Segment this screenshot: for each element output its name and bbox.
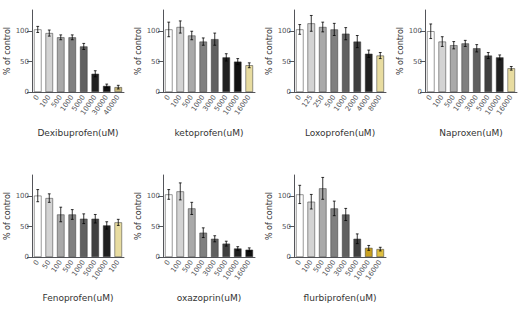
svg-text:3000: 3000 (463, 93, 480, 113)
svg-text:1000: 1000 (70, 258, 87, 278)
svg-text:1000: 1000 (58, 93, 76, 113)
svg-text:5000: 5000 (70, 93, 87, 113)
svg-text:5000: 5000 (474, 93, 492, 113)
svg-text:% of control: % of control (265, 27, 274, 75)
svg-text:0: 0 (163, 94, 172, 102)
svg-text:50: 50 (282, 223, 291, 231)
svg-text:500: 500 (311, 258, 326, 275)
svg-text:100: 100 (16, 192, 29, 200)
svg-text:50: 50 (413, 58, 422, 66)
svg-text:0: 0 (287, 88, 291, 96)
svg-text:0: 0 (287, 253, 291, 261)
svg-text:500: 500 (61, 258, 76, 275)
svg-text:% of control: % of control (134, 192, 143, 240)
svg-text:16000: 16000 (233, 94, 252, 117)
svg-text:500: 500 (49, 93, 64, 110)
svg-text:0: 0 (294, 94, 303, 102)
svg-text:50: 50 (151, 223, 160, 231)
svg-text:40000: 40000 (102, 94, 121, 117)
svg-text:100: 100 (50, 259, 64, 275)
svg-text:Fenoprofen(uM): Fenoprofen(uM) (42, 293, 113, 303)
svg-text:250: 250 (312, 94, 326, 110)
svg-text:10000: 10000 (221, 93, 241, 117)
svg-text:100: 100 (300, 259, 314, 275)
svg-text:0: 0 (25, 88, 29, 96)
svg-text:100: 100 (409, 27, 422, 35)
svg-text:100: 100 (278, 192, 291, 200)
svg-text:0: 0 (425, 94, 434, 102)
svg-text:Dexibuprofen(uM): Dexibuprofen(uM) (37, 128, 118, 138)
svg-text:Naproxen(uM): Naproxen(uM) (439, 128, 502, 138)
svg-text:1000: 1000 (451, 93, 469, 113)
svg-text:10000: 10000 (352, 258, 372, 282)
svg-text:ketoprofen(uM): ketoprofen(uM) (174, 128, 243, 138)
svg-text:0: 0 (25, 253, 29, 261)
svg-text:500: 500 (180, 258, 195, 275)
svg-text:30000: 30000 (90, 93, 110, 117)
svg-text:125: 125 (300, 94, 314, 110)
svg-text:100: 100 (16, 27, 29, 35)
svg-text:10000: 10000 (90, 258, 110, 282)
svg-text:500: 500 (323, 93, 338, 110)
svg-text:10000: 10000 (221, 258, 241, 282)
svg-text:10000: 10000 (483, 93, 503, 117)
svg-text:100: 100 (169, 94, 183, 110)
svg-text:3000: 3000 (201, 258, 218, 278)
svg-text:5000: 5000 (81, 258, 99, 278)
svg-text:100: 100 (431, 94, 445, 110)
svg-text:1000: 1000 (320, 258, 338, 278)
svg-text:1000: 1000 (189, 258, 207, 278)
svg-text:% of control: % of control (3, 27, 12, 75)
svg-text:% of control: % of control (396, 27, 405, 75)
svg-text:3000: 3000 (201, 93, 218, 113)
svg-text:% of control: % of control (3, 192, 12, 240)
svg-text:50: 50 (151, 58, 160, 66)
svg-text:50: 50 (20, 58, 29, 66)
svg-text:500: 500 (442, 93, 457, 110)
svg-text:16000: 16000 (233, 259, 252, 282)
svg-text:% of control: % of control (134, 27, 143, 75)
svg-text:100: 100 (107, 259, 121, 275)
svg-text:10000: 10000 (79, 93, 99, 117)
svg-text:50: 50 (20, 223, 29, 231)
svg-text:4000: 4000 (355, 93, 372, 113)
svg-text:0: 0 (32, 94, 41, 102)
svg-text:0: 0 (163, 259, 172, 267)
svg-text:500: 500 (180, 93, 195, 110)
svg-text:3000: 3000 (332, 258, 349, 278)
svg-text:100: 100 (147, 192, 160, 200)
svg-text:0: 0 (418, 88, 422, 96)
svg-text:100: 100 (38, 94, 52, 110)
svg-text:16000: 16000 (364, 259, 383, 282)
svg-text:oxazoprin(uM): oxazoprin(uM) (177, 293, 241, 303)
svg-text:100: 100 (278, 27, 291, 35)
svg-text:5000: 5000 (212, 258, 230, 278)
svg-text:1000: 1000 (189, 93, 207, 113)
svg-text:% of control: % of control (265, 192, 274, 240)
svg-text:50: 50 (282, 58, 291, 66)
svg-text:50: 50 (40, 258, 53, 271)
svg-text:1000: 1000 (332, 93, 349, 113)
svg-text:5000: 5000 (212, 93, 230, 113)
svg-text:0: 0 (32, 259, 41, 267)
svg-text:5000: 5000 (343, 258, 361, 278)
svg-text:16000: 16000 (495, 94, 514, 117)
svg-text:Loxoprofen(uM): Loxoprofen(uM) (305, 128, 375, 138)
svg-text:0: 0 (156, 88, 160, 96)
svg-text:8000: 8000 (367, 94, 384, 113)
svg-text:flurbiprofen(uM): flurbiprofen(uM) (304, 293, 377, 303)
svg-text:2000: 2000 (343, 93, 361, 113)
svg-text:0: 0 (294, 259, 303, 267)
svg-text:100: 100 (147, 27, 160, 35)
svg-text:0: 0 (156, 253, 160, 261)
svg-text:100: 100 (169, 259, 183, 275)
